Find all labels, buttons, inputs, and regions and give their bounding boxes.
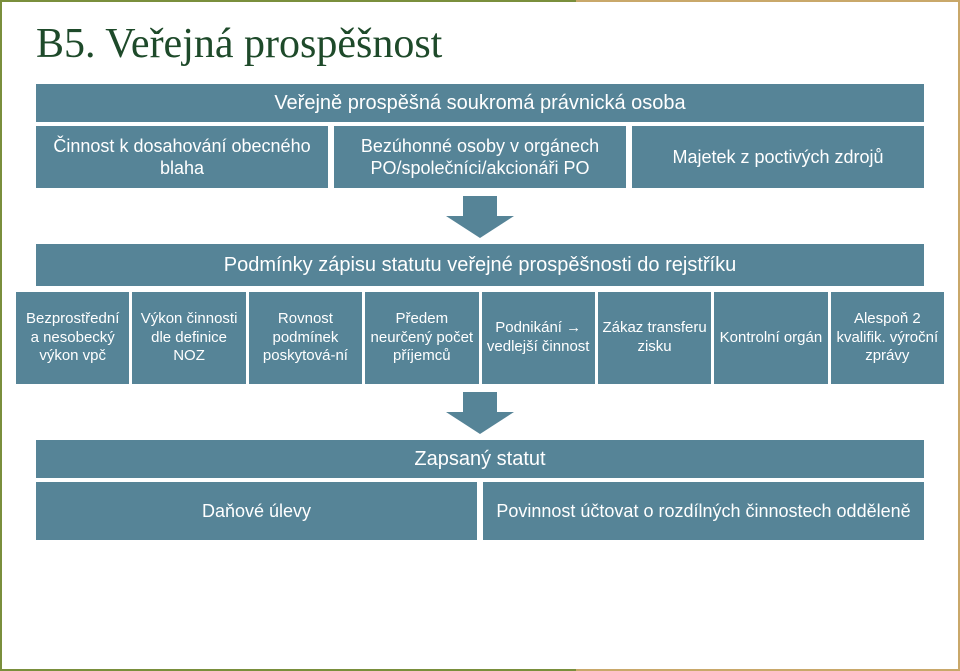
arrow-down-icon	[446, 196, 514, 240]
page-border	[0, 0, 960, 671]
arrow-down-icon	[446, 392, 514, 436]
